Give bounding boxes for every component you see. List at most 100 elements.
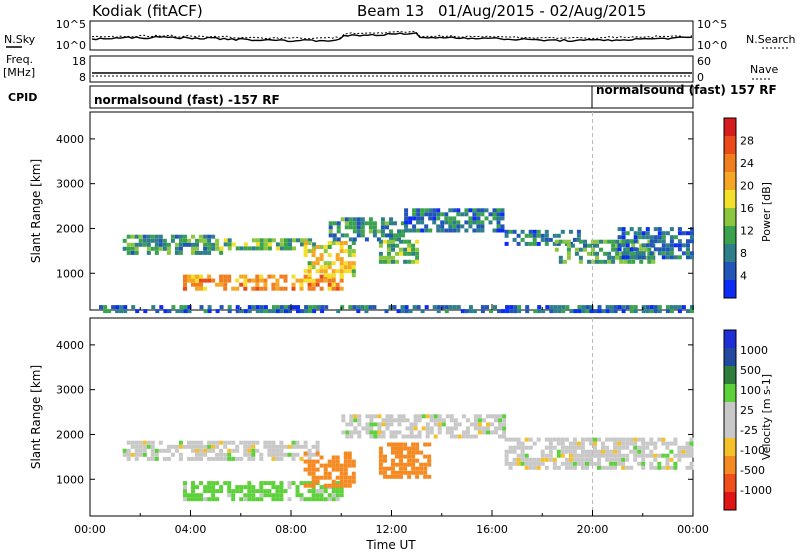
power-cell: [284, 305, 288, 310]
power-cell: [312, 309, 317, 314]
power-cell: [323, 261, 328, 266]
velocity-cell: [625, 441, 630, 446]
velocity-cell: [589, 457, 593, 462]
power-cell: [383, 239, 387, 244]
velocity-cell: [183, 485, 187, 490]
velocity-cell: [425, 422, 430, 427]
power-cell: [247, 309, 252, 314]
power-cell: [178, 238, 183, 243]
power-cell: [227, 305, 232, 310]
velocity-cell: [427, 454, 432, 459]
power-cell: [130, 242, 135, 247]
velocity-cell: [516, 437, 521, 442]
velocity-cell: [215, 444, 220, 449]
y-tick-label: 1000: [56, 473, 84, 486]
power-cell: [500, 224, 505, 229]
power-cell: [605, 305, 610, 310]
power-cell: [452, 208, 457, 213]
velocity-cell: [323, 463, 328, 468]
velocity-cell: [502, 414, 507, 419]
power-cell: [126, 246, 131, 251]
velocity-cell: [335, 475, 340, 480]
power-cell: [492, 212, 497, 217]
power-cell: [251, 305, 256, 310]
power-cell: [549, 309, 554, 314]
velocity-cell: [433, 434, 438, 439]
velocity-cell: [657, 453, 662, 458]
power-cell: [460, 212, 465, 217]
velocity-cell: [365, 430, 370, 435]
power-cell: [395, 251, 399, 256]
velocity-cell: [323, 471, 328, 476]
velocity-cell: [327, 459, 332, 464]
velocity-cell: [138, 444, 143, 449]
velocity-cell: [653, 465, 658, 470]
power-cell: [255, 278, 260, 283]
power-cell: [380, 217, 385, 222]
power-cell: [243, 246, 248, 251]
power-cell: [162, 246, 167, 251]
power-cell: [391, 247, 395, 252]
velocity-cell: [199, 440, 203, 445]
power-cell: [643, 247, 648, 252]
velocity-cell: [395, 446, 399, 451]
velocity-cell: [291, 456, 296, 461]
power-cell: [183, 282, 187, 287]
power-cell: [223, 278, 228, 283]
power-cell: [420, 208, 425, 213]
power-cell: [368, 305, 373, 310]
power-cell: [424, 305, 429, 310]
power-cell: [444, 216, 449, 221]
power-cell: [312, 246, 317, 251]
power-cell: [562, 239, 567, 244]
velocity-cell: [429, 426, 434, 431]
velocity-cell: [215, 489, 220, 494]
power-cell: [653, 227, 658, 232]
velocity-cell: [335, 489, 340, 494]
power-cell: [174, 246, 179, 251]
velocity-cell: [593, 441, 597, 446]
power-cell: [360, 305, 365, 310]
velocity-cell: [381, 418, 386, 423]
power-cell: [255, 309, 260, 314]
velocity-cell: [580, 441, 585, 446]
velocity-cell: [134, 452, 139, 457]
power-cell: [307, 269, 312, 274]
velocity-cell: [259, 456, 264, 461]
power-cell: [227, 246, 232, 251]
power-cell: [219, 274, 224, 279]
power-cell: [641, 231, 646, 236]
velocity-cell: [593, 461, 597, 466]
power-cell: [505, 309, 510, 314]
velocity-cell: [219, 452, 224, 457]
power-cell: [158, 242, 163, 247]
power-cell: [657, 231, 662, 236]
velocity-cell: [617, 461, 622, 466]
power-cell: [615, 251, 620, 256]
velocity-cell: [369, 434, 374, 439]
velocity-cell: [405, 426, 410, 431]
power-cell: [331, 278, 336, 283]
velocity-cell: [399, 462, 403, 467]
power-cell: [279, 286, 284, 291]
power-cell: [183, 286, 187, 291]
power-cell: [557, 305, 562, 310]
power-cell: [452, 220, 457, 225]
power-cell: [611, 239, 616, 244]
power-cell: [633, 231, 638, 236]
power-cell: [647, 259, 652, 264]
power-cell: [146, 238, 151, 243]
velocity-cell: [389, 422, 394, 427]
power-cell: [517, 305, 522, 310]
velocity-cell: [357, 422, 362, 427]
velocity-cell: [641, 449, 646, 454]
velocity-cell: [564, 445, 569, 450]
velocity-cell: [399, 446, 403, 451]
power-cell: [158, 238, 163, 243]
power-cell: [397, 233, 401, 238]
velocity-cell: [339, 475, 344, 480]
x-tick-label: 16:00: [476, 523, 508, 536]
velocity-cell: [637, 461, 642, 466]
velocity-cell: [437, 426, 442, 431]
power-cell: [315, 282, 320, 287]
